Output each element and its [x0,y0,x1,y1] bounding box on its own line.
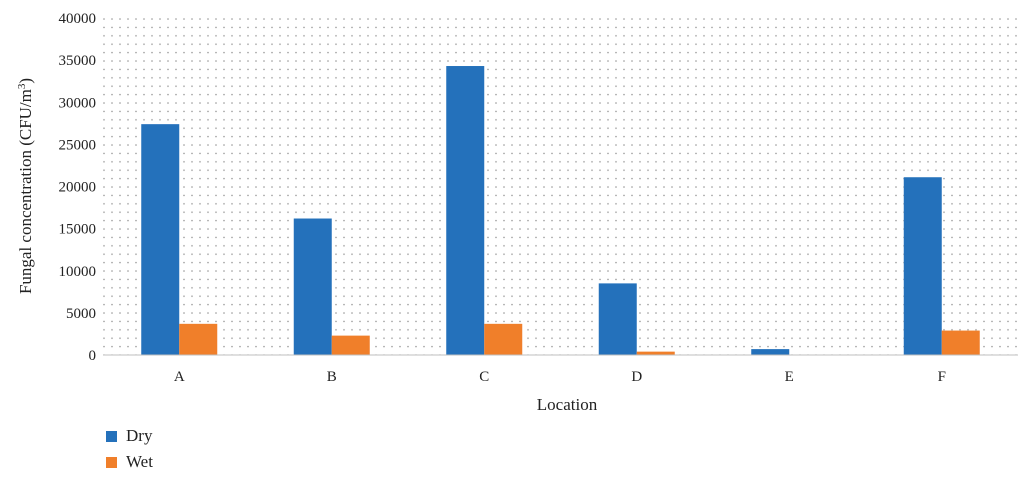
bar-dry-c [446,66,485,356]
x-tick-label: E [785,369,794,385]
y-tick-label: 10000 [59,264,97,280]
bar-dry-e [751,349,790,355]
legend-swatch-dry [106,431,117,442]
bar-wet-a [179,323,218,355]
x-tick-label: B [327,369,337,385]
bar-wet-d [636,351,675,355]
legend-swatch-wet [106,457,117,468]
x-tick-label: F [938,369,946,385]
y-axis-ticks: 0 5000 10000 15000 20000 25000 30000 35000 40000 [59,11,97,364]
legend-label-wet: Wet [126,452,153,471]
bar-dry-a [141,124,180,355]
plot-area-grid [103,18,1018,355]
bar-wet-f [941,330,980,355]
y-tick-label: 40000 [59,11,97,27]
bars [141,66,980,356]
x-axis-title: Location [537,395,598,414]
bar-wet-b [331,335,370,355]
bar-dry-f [903,177,942,355]
x-axis-ticks: A B C D E F [174,369,946,385]
y-tick-label: 35000 [59,53,97,69]
bar-wet-c [484,323,523,355]
bar-dry-d [598,283,637,355]
x-tick-label: D [631,369,642,385]
legend: Dry Wet [106,426,153,471]
legend-label-dry: Dry [126,426,153,445]
x-tick-label: A [174,369,185,385]
y-axis-title: Fungal concentration (CFU/m3) [16,78,35,294]
y-tick-label: 25000 [59,137,97,153]
y-tick-label: 20000 [59,180,97,196]
x-tick-label: C [479,369,489,385]
y-tick-label: 15000 [59,222,97,238]
bar-dry-b [293,218,332,355]
y-tick-label: 0 [89,348,97,364]
y-tick-label: 30000 [59,95,97,111]
y-tick-label: 5000 [66,306,96,322]
